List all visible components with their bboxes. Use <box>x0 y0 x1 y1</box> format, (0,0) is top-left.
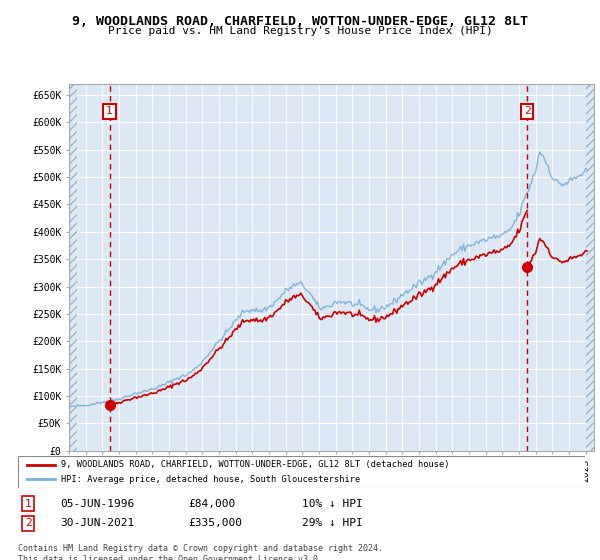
Bar <box>69 84 77 451</box>
Text: 2: 2 <box>524 106 531 116</box>
Text: 1: 1 <box>106 106 113 116</box>
Text: 29% ↓ HPI: 29% ↓ HPI <box>302 519 362 528</box>
Text: Contains HM Land Registry data © Crown copyright and database right 2024.
This d: Contains HM Land Registry data © Crown c… <box>18 544 383 560</box>
Text: 2: 2 <box>25 519 32 528</box>
Text: 10% ↓ HPI: 10% ↓ HPI <box>302 498 362 508</box>
Text: 9, WOODLANDS ROAD, CHARFIELD, WOTTON-UNDER-EDGE, GL12 8LT (detached house): 9, WOODLANDS ROAD, CHARFIELD, WOTTON-UND… <box>61 460 449 469</box>
Text: £84,000: £84,000 <box>188 498 235 508</box>
Text: 30-JUN-2021: 30-JUN-2021 <box>61 519 135 528</box>
Text: 1: 1 <box>25 498 32 508</box>
Text: 9, WOODLANDS ROAD, CHARFIELD, WOTTON-UNDER-EDGE, GL12 8LT: 9, WOODLANDS ROAD, CHARFIELD, WOTTON-UND… <box>72 15 528 28</box>
Text: Price paid vs. HM Land Registry's House Price Index (HPI): Price paid vs. HM Land Registry's House … <box>107 26 493 36</box>
Text: HPI: Average price, detached house, South Gloucestershire: HPI: Average price, detached house, Sout… <box>61 475 360 484</box>
Text: 05-JUN-1996: 05-JUN-1996 <box>61 498 135 508</box>
FancyBboxPatch shape <box>18 456 585 488</box>
Text: £335,000: £335,000 <box>188 519 242 528</box>
Bar <box>586 84 594 451</box>
